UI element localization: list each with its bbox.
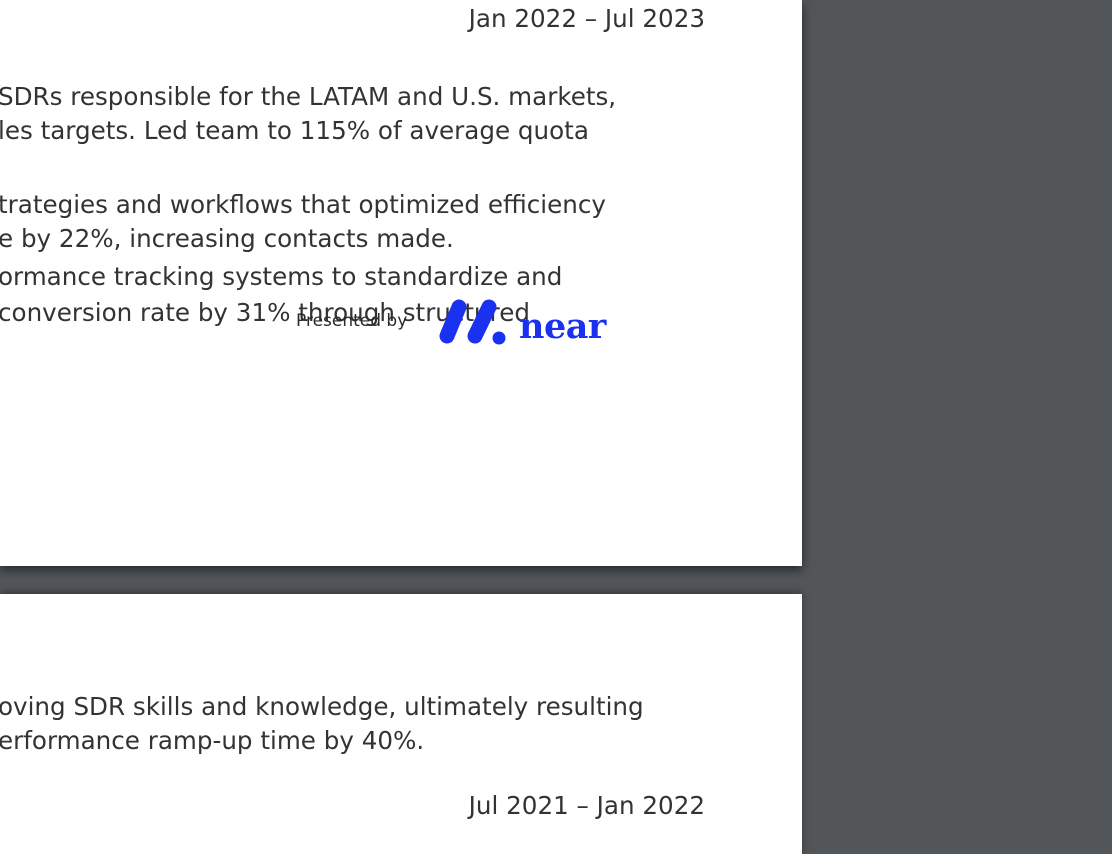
near-logo-wordmark: near: [519, 306, 606, 347]
description-line: oving SDR skills and knowledge, ultimate…: [0, 692, 644, 721]
description-line: erformance ramp-up time by 40%.: [0, 726, 425, 755]
job-date-range: Jul 2021 – Jan 2022: [468, 791, 705, 820]
near-logo-icon: [439, 299, 506, 345]
description-line: trategies and workflows that optimized e…: [0, 190, 606, 219]
document-page-2: oving SDR skills and knowledge, ultimate…: [0, 594, 802, 854]
presented-by-watermark: Presented by near: [296, 296, 616, 350]
description-line: SDRs responsible for the LATAM and U.S. …: [0, 82, 617, 111]
description-line: e by 22%, increasing contacts made.: [0, 224, 454, 253]
description-line: les targets. Led team to 115% of average…: [0, 116, 589, 145]
presented-by-label: Presented by: [296, 311, 408, 331]
document-page-1: Jan 2022 – Jul 2023 SDRs responsible for…: [0, 0, 802, 566]
description-line: conversion rate by 31% through structure…: [0, 298, 530, 327]
job-date-range: Jan 2022 – Jul 2023: [468, 4, 705, 33]
description-line: ormance tracking systems to standardize …: [0, 262, 563, 291]
